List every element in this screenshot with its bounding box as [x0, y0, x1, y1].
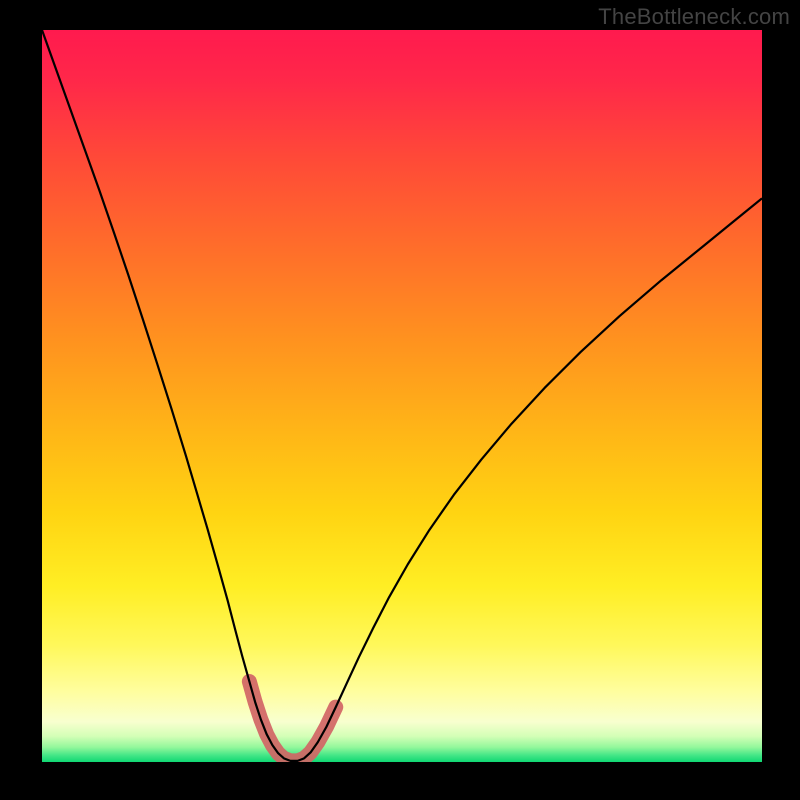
chart-frame: TheBottleneck.com [0, 0, 800, 800]
bottleneck-curve-plot [0, 0, 800, 800]
gradient-background [42, 30, 762, 762]
